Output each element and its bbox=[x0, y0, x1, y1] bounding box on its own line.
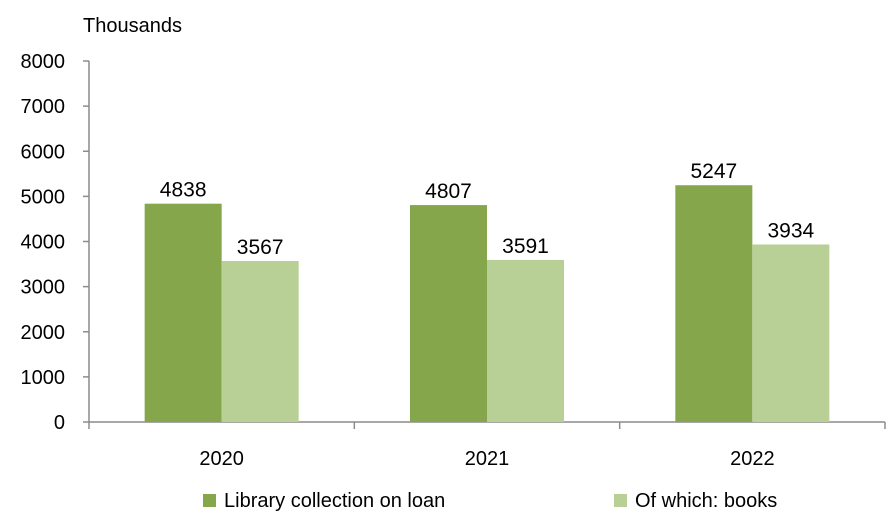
data-label: 3934 bbox=[767, 219, 814, 242]
y-tick-label: 5000 bbox=[21, 186, 66, 208]
y-tick-label: 2000 bbox=[21, 322, 66, 344]
x-tick-label: 2022 bbox=[730, 448, 775, 470]
data-label: 4807 bbox=[425, 180, 472, 203]
bar bbox=[752, 244, 830, 422]
y-unit-label: Thousands bbox=[83, 15, 182, 37]
bar bbox=[487, 259, 564, 422]
data-labels: 4838 3567 4807 3591 5247 3934 bbox=[160, 160, 815, 259]
y-tick-label: 0 bbox=[54, 412, 65, 434]
data-label: 5247 bbox=[690, 160, 737, 183]
x-tick-label: 2020 bbox=[199, 448, 244, 470]
x-tick-label: 2021 bbox=[465, 448, 510, 470]
legend-swatch bbox=[203, 494, 216, 507]
bar bbox=[221, 261, 299, 422]
bar bbox=[410, 205, 487, 422]
data-label: 3567 bbox=[237, 236, 284, 259]
bar bbox=[675, 185, 753, 422]
legend-swatch bbox=[614, 494, 627, 507]
y-tick-label: 6000 bbox=[21, 141, 66, 163]
bar bbox=[144, 203, 222, 422]
y-tick-label: 7000 bbox=[21, 96, 66, 118]
bars bbox=[144, 185, 830, 422]
data-label: 3591 bbox=[502, 235, 549, 258]
y-tick-label: 4000 bbox=[21, 232, 66, 254]
y-tick-label: 3000 bbox=[21, 277, 66, 299]
data-label: 4838 bbox=[160, 179, 207, 202]
legend-label: Library collection on loan bbox=[224, 490, 445, 512]
legend-label: Of which: books bbox=[635, 490, 777, 512]
axes: 0 1000 2000 3000 4000 5000 6000 7000 8000 2020 202… bbox=[21, 51, 886, 470]
legend: Library collection on loan Of which: book… bbox=[203, 490, 777, 512]
y-tick-label: 1000 bbox=[21, 367, 66, 389]
y-tick-label: 8000 bbox=[21, 51, 66, 73]
